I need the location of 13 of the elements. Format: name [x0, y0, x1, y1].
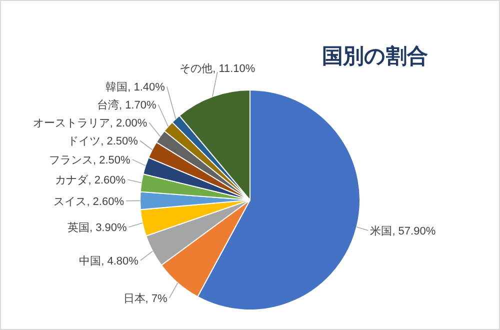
slice-label: フランス, 2.50% [48, 154, 130, 166]
slice-label: ドイツ, 2.50% [68, 136, 138, 148]
slice-label: その他, 11.10% [180, 63, 256, 75]
slice-label: 米国, 57.90% [370, 224, 436, 238]
slice-label: 英国, 3.90% [67, 221, 127, 234]
slice-label: 韓国, 1.40% [106, 80, 166, 94]
slice-label: スイス, 2.60% [54, 196, 124, 208]
slice-label: オーストラリア, 2.00% [32, 118, 148, 130]
slice-label: カナダ, 2.60% [55, 174, 126, 187]
slice-label: 中国, 4.80% [79, 254, 139, 268]
slice-label: 日本, 7% [123, 292, 168, 306]
slice-label: 台湾, 1.70% [96, 98, 156, 112]
chart-title: 国別の割合 [322, 44, 428, 68]
